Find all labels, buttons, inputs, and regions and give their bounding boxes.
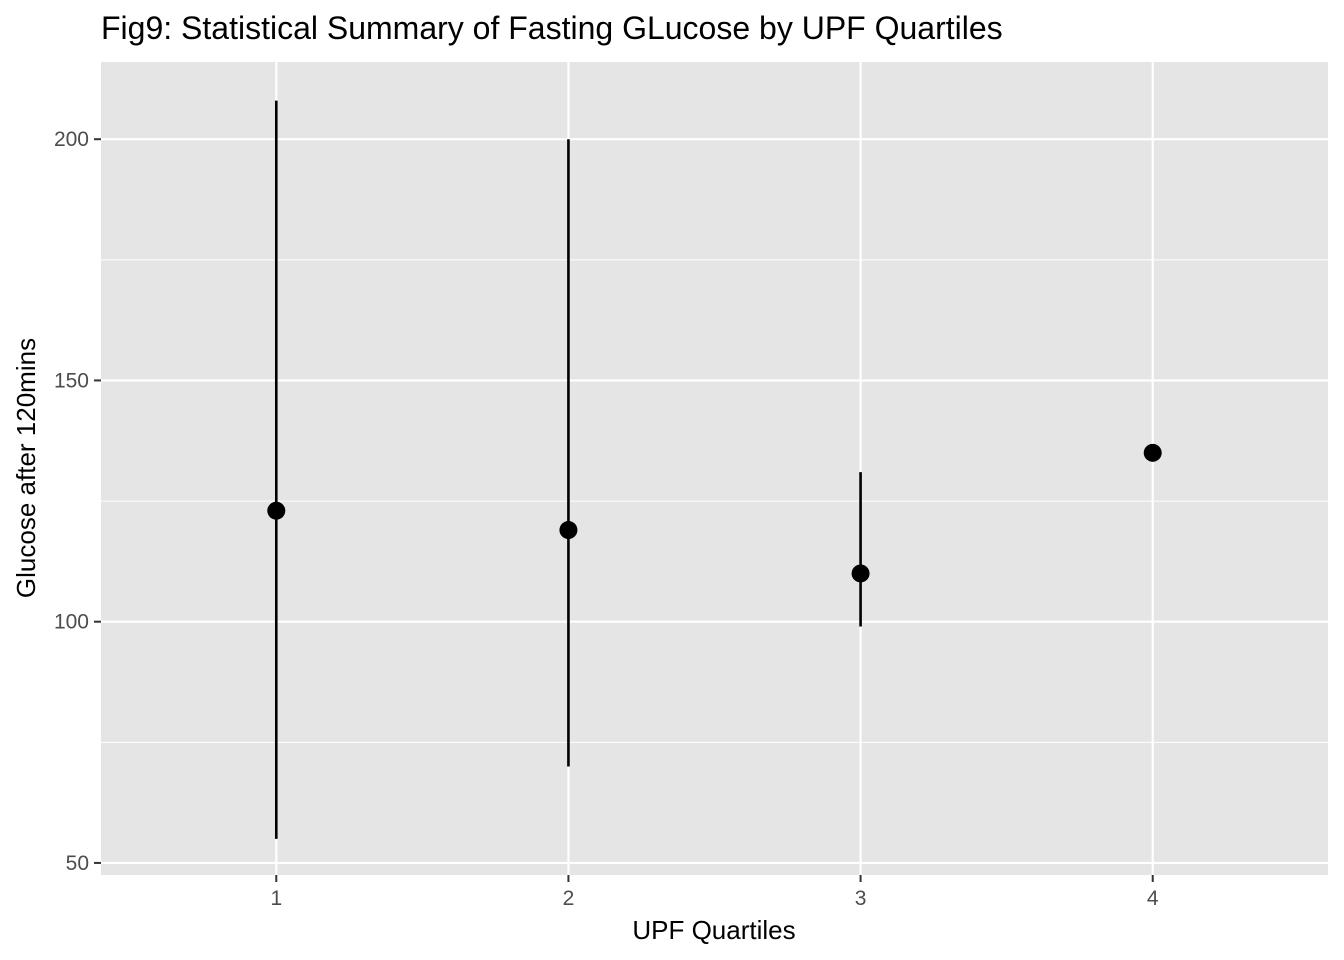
x-axis-title: UPF Quartiles bbox=[632, 915, 795, 945]
minor-gridlines bbox=[101, 259, 1328, 743]
data-point bbox=[1143, 443, 1162, 462]
y-axis: 50 100 150 200 bbox=[54, 128, 101, 875]
y-axis-title: Glucose after 120mins bbox=[11, 338, 41, 598]
x-tick-label: 1 bbox=[270, 887, 282, 910]
y-tick-label: 50 bbox=[66, 852, 89, 875]
x-tick-label: 2 bbox=[563, 887, 575, 910]
x-axis: 1 2 3 4 bbox=[270, 875, 1159, 910]
plot-panel bbox=[101, 62, 1328, 875]
chart-title: Fig9: Statistical Summary of Fasting GLu… bbox=[101, 10, 1003, 46]
y-tick-label: 100 bbox=[54, 611, 89, 634]
x-tick-label: 4 bbox=[1147, 887, 1159, 910]
x-tick-label: 3 bbox=[855, 887, 867, 910]
y-tick-label: 150 bbox=[54, 369, 89, 392]
data-point bbox=[851, 564, 870, 583]
y-tick-label: 200 bbox=[54, 128, 89, 151]
data-point bbox=[267, 501, 286, 520]
data-points bbox=[267, 443, 1162, 583]
data-point bbox=[559, 521, 578, 540]
error-bars bbox=[274, 100, 862, 839]
